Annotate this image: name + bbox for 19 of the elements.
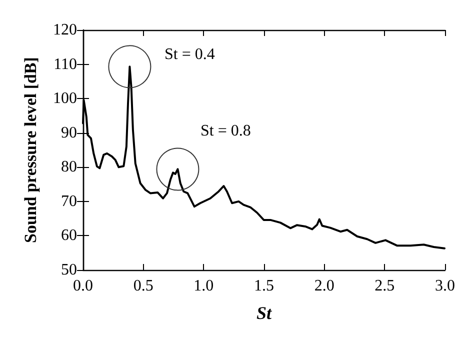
x-tick-label: 0.0 [73,278,93,294]
annotation: St = 0.4 [164,46,215,64]
y-tick-label: 50 [61,262,77,278]
x-tick-label: 2.5 [374,278,395,294]
y-tick-label: 70 [61,192,77,210]
y-tick-label: 100 [53,90,77,108]
y-axis-title: Sound pressure level [dB] [21,57,40,243]
x-tick-label: 3.0 [435,278,455,294]
y-tick-label: 90 [61,124,77,142]
x-tick-label: 0.5 [133,278,154,294]
x-axis-title: St [256,303,273,323]
y-tick-label: 80 [61,158,77,176]
x-tick-label: 1.5 [254,278,274,294]
x-tick-label: 1.0 [194,278,214,294]
y-tick-label: 110 [54,56,77,73]
annotation: St = 0.8 [200,122,251,140]
y-tick-label: 120 [53,22,77,38]
x-tick-label: 2.0 [314,278,334,294]
y-tick-label: 60 [61,227,77,244]
